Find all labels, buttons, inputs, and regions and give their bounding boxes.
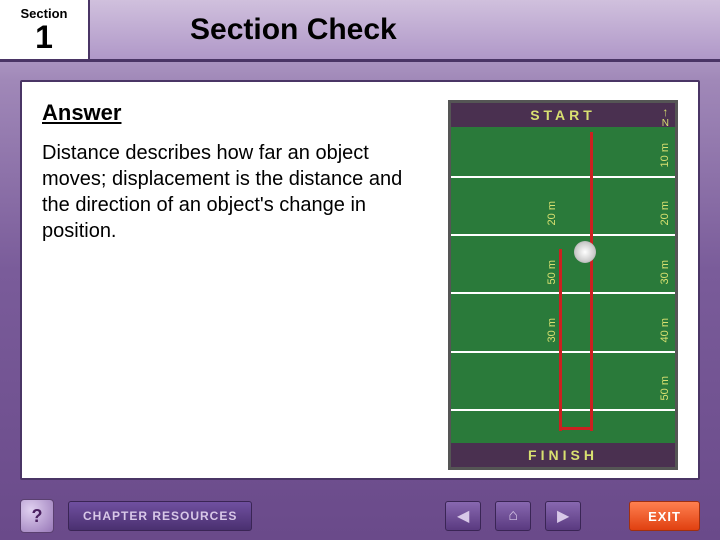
yard-label: 50 m — [546, 260, 558, 284]
header: Section 1 Section Check — [0, 0, 720, 62]
yard-label: 20 m — [659, 201, 671, 225]
yard-label: 40 m — [659, 318, 671, 342]
compass-n: N — [662, 118, 669, 129]
yard-label: 30 m — [546, 318, 558, 342]
chapter-resources-button[interactable]: CHAPTER RESOURCES — [68, 501, 252, 531]
compass-icon: ↑ N — [662, 106, 669, 129]
title-box: Section Check — [90, 0, 720, 59]
page-title: Section Check — [190, 13, 397, 47]
answer-heading: Answer — [42, 100, 433, 126]
path-down — [590, 132, 593, 430]
yard-label: 20 m — [546, 201, 558, 225]
next-button[interactable]: ▶ — [545, 501, 581, 531]
section-number: 1 — [35, 21, 53, 53]
field-diagram: START ↑ N 10 m 20 m 20 m 30 m 50 m 40 m … — [448, 100, 678, 470]
prev-button[interactable]: ◀ — [445, 501, 481, 531]
path-join — [559, 427, 590, 430]
diagram-column: START ↑ N 10 m 20 m 20 m 30 m 50 m 40 m … — [448, 100, 678, 470]
text-column: Answer Distance describes how far an obj… — [42, 100, 433, 460]
home-button[interactable]: ⌂ — [495, 501, 531, 531]
exit-button[interactable]: EXIT — [629, 501, 700, 531]
yard-label: 30 m — [659, 260, 671, 284]
runner-icon — [574, 241, 596, 263]
finish-bar: FINISH — [451, 443, 675, 467]
yard-label: 50 m — [659, 376, 671, 400]
content-area: Answer Distance describes how far an obj… — [20, 80, 700, 480]
section-box: Section 1 — [0, 0, 90, 59]
start-bar: START — [451, 103, 675, 127]
yard-label: 10 m — [659, 143, 671, 167]
path-up — [559, 249, 562, 431]
footer-nav: ? CHAPTER RESOURCES ◀ ⌂ ▶ EXIT — [0, 492, 720, 540]
help-button[interactable]: ? — [20, 499, 54, 533]
answer-text: Distance describes how far an object mov… — [42, 140, 433, 244]
